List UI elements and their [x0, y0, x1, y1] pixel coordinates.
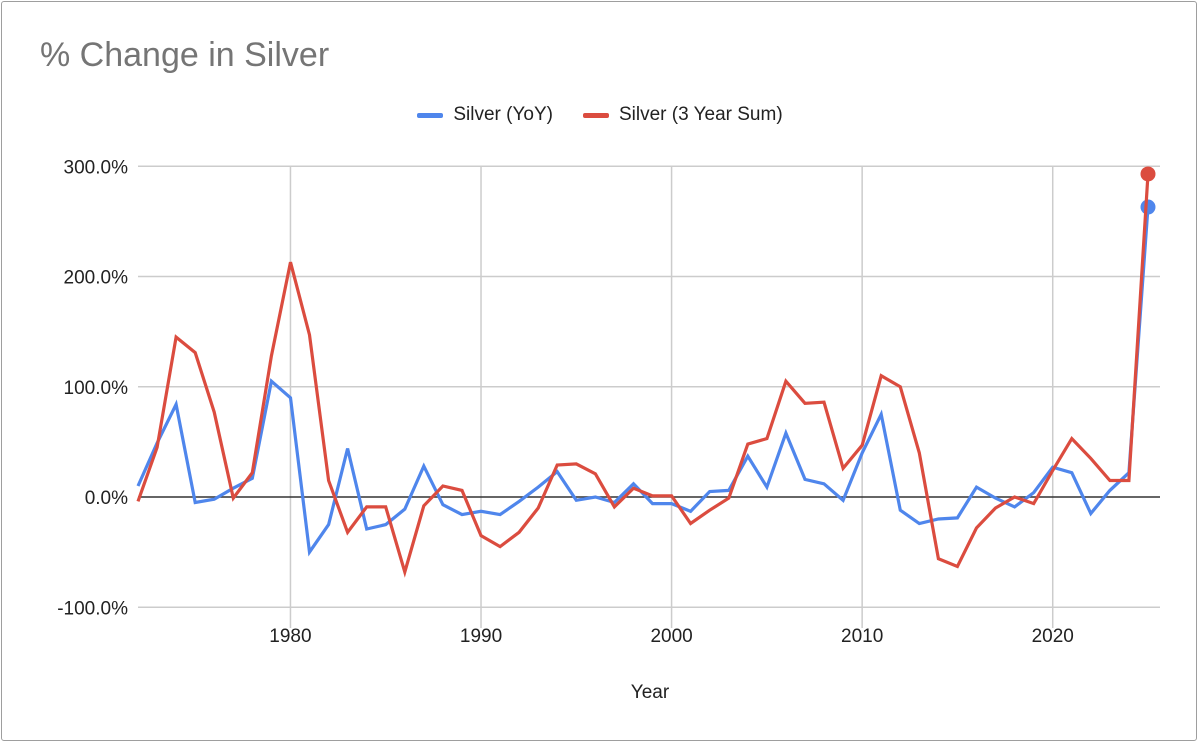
legend-item-yoy[interactable]: Silver (YoY): [417, 104, 553, 126]
x-tick-label: 1990: [460, 626, 502, 647]
series-yoy-line: [136, 206, 1150, 557]
x-tick-label: 2020: [1032, 626, 1074, 647]
y-tick-label: 300.0%: [64, 157, 129, 178]
legend-swatch-3yr: [582, 112, 609, 118]
y-tick-label: 200.0%: [64, 268, 129, 289]
y-tick-label: 100.0%: [64, 378, 129, 399]
y-tick-label: -100.0%: [57, 598, 128, 619]
x-axis-label: Year: [631, 682, 670, 703]
x-tick-label: 2010: [841, 626, 883, 647]
legend: Silver (YoY) Silver (3 Year Sum): [0, 104, 1200, 126]
series-3yr-line: [136, 173, 1150, 578]
series-yoy-last-point: [1140, 199, 1156, 215]
legend-label-3yr: Silver (3 Year Sum): [618, 104, 783, 125]
legend-item-3yr[interactable]: Silver (3 Year Sum): [582, 104, 783, 126]
legend-label-yoy: Silver (YoY): [453, 104, 553, 125]
legend-swatch-yoy: [417, 112, 444, 118]
y-tick-label: 0.0%: [85, 488, 128, 509]
x-tick-label: 1980: [269, 626, 311, 647]
series-3yr-last-point: [1140, 166, 1156, 182]
chart-title: % Change in Silver: [40, 36, 330, 74]
x-tick-label: 2000: [650, 626, 692, 647]
